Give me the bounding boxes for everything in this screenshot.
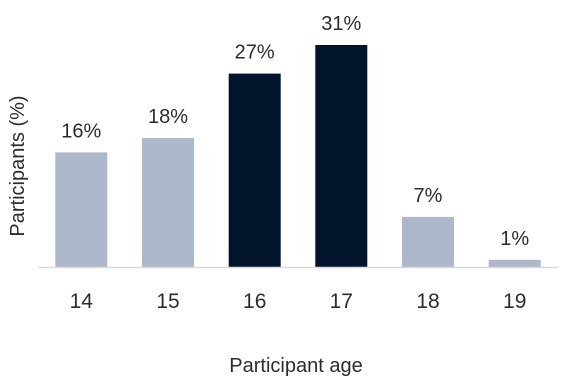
bar-age-14 bbox=[55, 152, 108, 267]
data-label-age-14: 16% bbox=[61, 120, 101, 142]
x-tick-label-16: 16 bbox=[243, 290, 266, 313]
data-label-age-16: 27% bbox=[235, 42, 275, 64]
x-tick-label-14: 14 bbox=[70, 290, 94, 313]
x-tick-labels-layer: 14 15 16 17 18 19 bbox=[70, 290, 527, 313]
data-labels-layer: 16% 18% 27% 31% 7% 1% bbox=[61, 13, 529, 250]
x-tick-label-18: 18 bbox=[416, 290, 439, 313]
bars-layer bbox=[55, 45, 541, 267]
x-tick-label-15: 15 bbox=[156, 290, 179, 313]
x-axis-title: Participant age bbox=[229, 355, 362, 377]
data-label-age-17: 31% bbox=[321, 13, 361, 35]
bar-age-17 bbox=[315, 45, 368, 267]
x-tick-label-17: 17 bbox=[330, 290, 353, 313]
bar-age-19 bbox=[488, 259, 541, 267]
bar-age-15 bbox=[142, 138, 194, 267]
bar-age-18 bbox=[402, 216, 454, 267]
data-label-age-15: 18% bbox=[148, 106, 188, 128]
bar-age-16 bbox=[228, 73, 281, 267]
data-label-age-19: 1% bbox=[500, 228, 529, 250]
data-label-age-18: 7% bbox=[414, 185, 443, 207]
x-tick-label-19: 19 bbox=[503, 290, 526, 313]
y-axis-title: Participants (%) bbox=[7, 95, 29, 236]
